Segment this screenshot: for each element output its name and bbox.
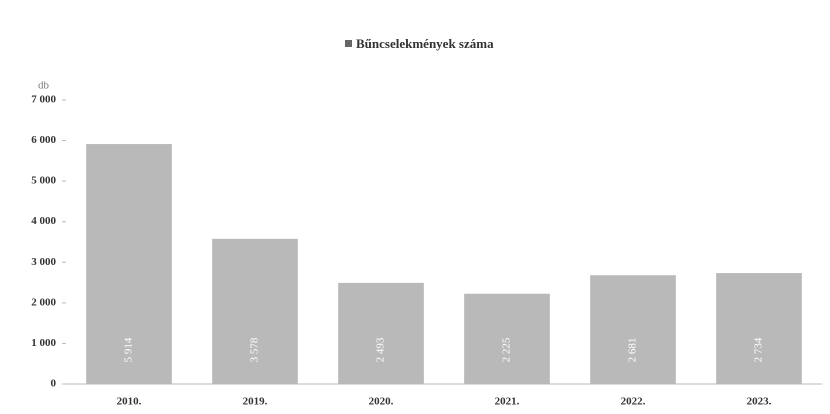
x-tick-label: 2021. bbox=[495, 396, 520, 408]
chart: Bűncselekmények száma db 0 1 000 2 000 3 00… bbox=[0, 0, 830, 414]
x-tick-label: 2020. bbox=[369, 396, 394, 408]
y-tick-label: 3 000 bbox=[31, 256, 56, 268]
value-label: 2 681 bbox=[627, 338, 639, 363]
bar bbox=[716, 273, 802, 384]
x-tick-label: 2023. bbox=[747, 396, 772, 408]
y-unit: db bbox=[38, 80, 50, 92]
y-tick-label: 7 000 bbox=[31, 94, 56, 106]
legend-label: Bűncselekmények száma bbox=[356, 36, 494, 51]
x-tick-label: 2010. bbox=[117, 396, 142, 408]
y-tick-label: 1 000 bbox=[31, 337, 56, 349]
y-tick-label: 0 bbox=[51, 378, 57, 390]
y-tick-label: 6 000 bbox=[31, 134, 56, 146]
value-label: 5 914 bbox=[123, 337, 135, 362]
value-label: 3 578 bbox=[249, 337, 261, 362]
y-tick-label: 5 000 bbox=[31, 175, 56, 187]
value-label: 2 225 bbox=[501, 337, 513, 362]
legend-swatch bbox=[345, 40, 352, 47]
x-tick-label: 2022. bbox=[621, 396, 646, 408]
bar bbox=[338, 283, 424, 384]
y-tick-label: 4 000 bbox=[31, 215, 56, 227]
x-tick-label: 2019. bbox=[243, 396, 268, 408]
value-label: 2 493 bbox=[375, 337, 387, 362]
y-tick-label: 2 000 bbox=[31, 296, 56, 308]
value-label: 2 734 bbox=[753, 337, 765, 362]
bar bbox=[590, 275, 676, 384]
